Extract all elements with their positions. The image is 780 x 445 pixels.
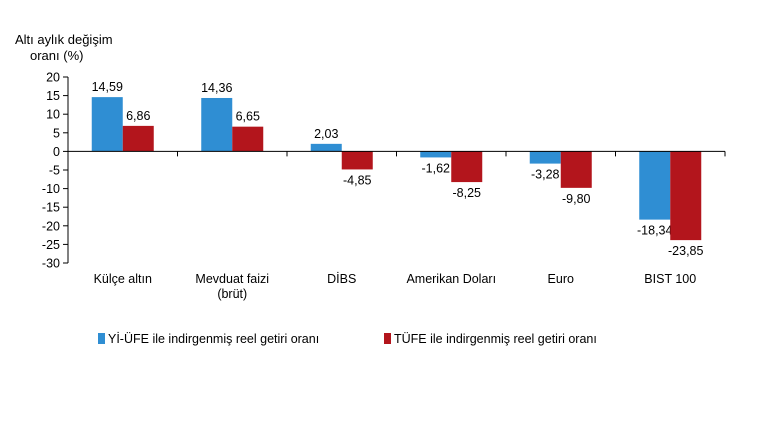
bar-tufe <box>232 126 264 152</box>
y-tick-label: -20 <box>42 219 60 233</box>
y-tick-label: 15 <box>46 89 60 103</box>
data-label: -23,85 <box>668 244 703 258</box>
y-tick-label: 0 <box>53 145 60 159</box>
x-tick-label: Euro <box>548 272 574 286</box>
x-tick-label: Mevduat faizi <box>195 272 269 286</box>
y-tick-label: -10 <box>42 182 60 196</box>
data-label: -9,80 <box>562 192 591 206</box>
bar-tufe <box>451 151 483 183</box>
bar-yi-ufe <box>420 151 452 158</box>
y-tick-label: 10 <box>46 108 60 122</box>
legend-label: Yİ-ÜFE ile indirgenmiş reel getiri oranı <box>108 332 319 346</box>
data-label: 6,86 <box>126 109 150 123</box>
y-axis-title: Altı aylık değişim oranı (%) <box>15 32 113 63</box>
bar-tufe <box>670 151 702 241</box>
bar-tufe <box>122 125 154 152</box>
y-tick-label: 20 <box>46 71 60 85</box>
y-tick-label: -5 <box>49 164 60 178</box>
bar-yi-ufe <box>91 97 123 152</box>
legend-swatch-tufe <box>384 333 391 344</box>
legend-swatch-yi-ufe <box>98 333 105 344</box>
data-label: 14,59 <box>92 80 123 94</box>
y-tick-label: 5 <box>53 126 60 140</box>
legend-label: TÜFE ile indirgenmiş reel getiri oranı <box>394 332 597 346</box>
bar-yi-ufe <box>529 151 561 164</box>
x-tick-label: (brüt) <box>217 287 247 301</box>
bar-yi-ufe <box>310 143 342 152</box>
y-axis-title-line-1: Altı aylık değişim <box>15 32 113 47</box>
x-tick-label: Külçe altın <box>94 272 152 286</box>
data-label: -1,62 <box>422 161 451 175</box>
x-tick-label: DİBS <box>327 272 356 286</box>
bar-tufe <box>341 151 373 170</box>
bar-yi-ufe <box>201 97 233 152</box>
bar-tufe <box>560 151 592 188</box>
plot-area: 20 15 10 5 0 -5 -10 -15 -20 -25 -30 14,59 6,86 Külçe … <box>42 71 726 301</box>
y-tick-label: -25 <box>42 238 60 252</box>
x-tick-label: BIST 100 <box>644 272 696 286</box>
x-tick-label: Amerikan Doları <box>406 272 496 286</box>
bar-yi-ufe <box>639 151 671 220</box>
data-label: -3,28 <box>531 168 560 182</box>
data-label: -18,34 <box>637 224 672 238</box>
data-label: -4,85 <box>343 173 372 187</box>
y-tick-label: -15 <box>42 201 60 215</box>
y-tick-label: -30 <box>42 257 60 271</box>
data-label: 2,03 <box>314 127 338 141</box>
data-label: 6,65 <box>236 110 260 124</box>
legend: Yİ-ÜFE ile indirgenmiş reel getiri oranı… <box>98 332 597 346</box>
y-axis-title-line-2: oranı (%) <box>30 48 83 63</box>
data-label: 14,36 <box>201 81 232 95</box>
data-label: -8,25 <box>453 186 482 200</box>
